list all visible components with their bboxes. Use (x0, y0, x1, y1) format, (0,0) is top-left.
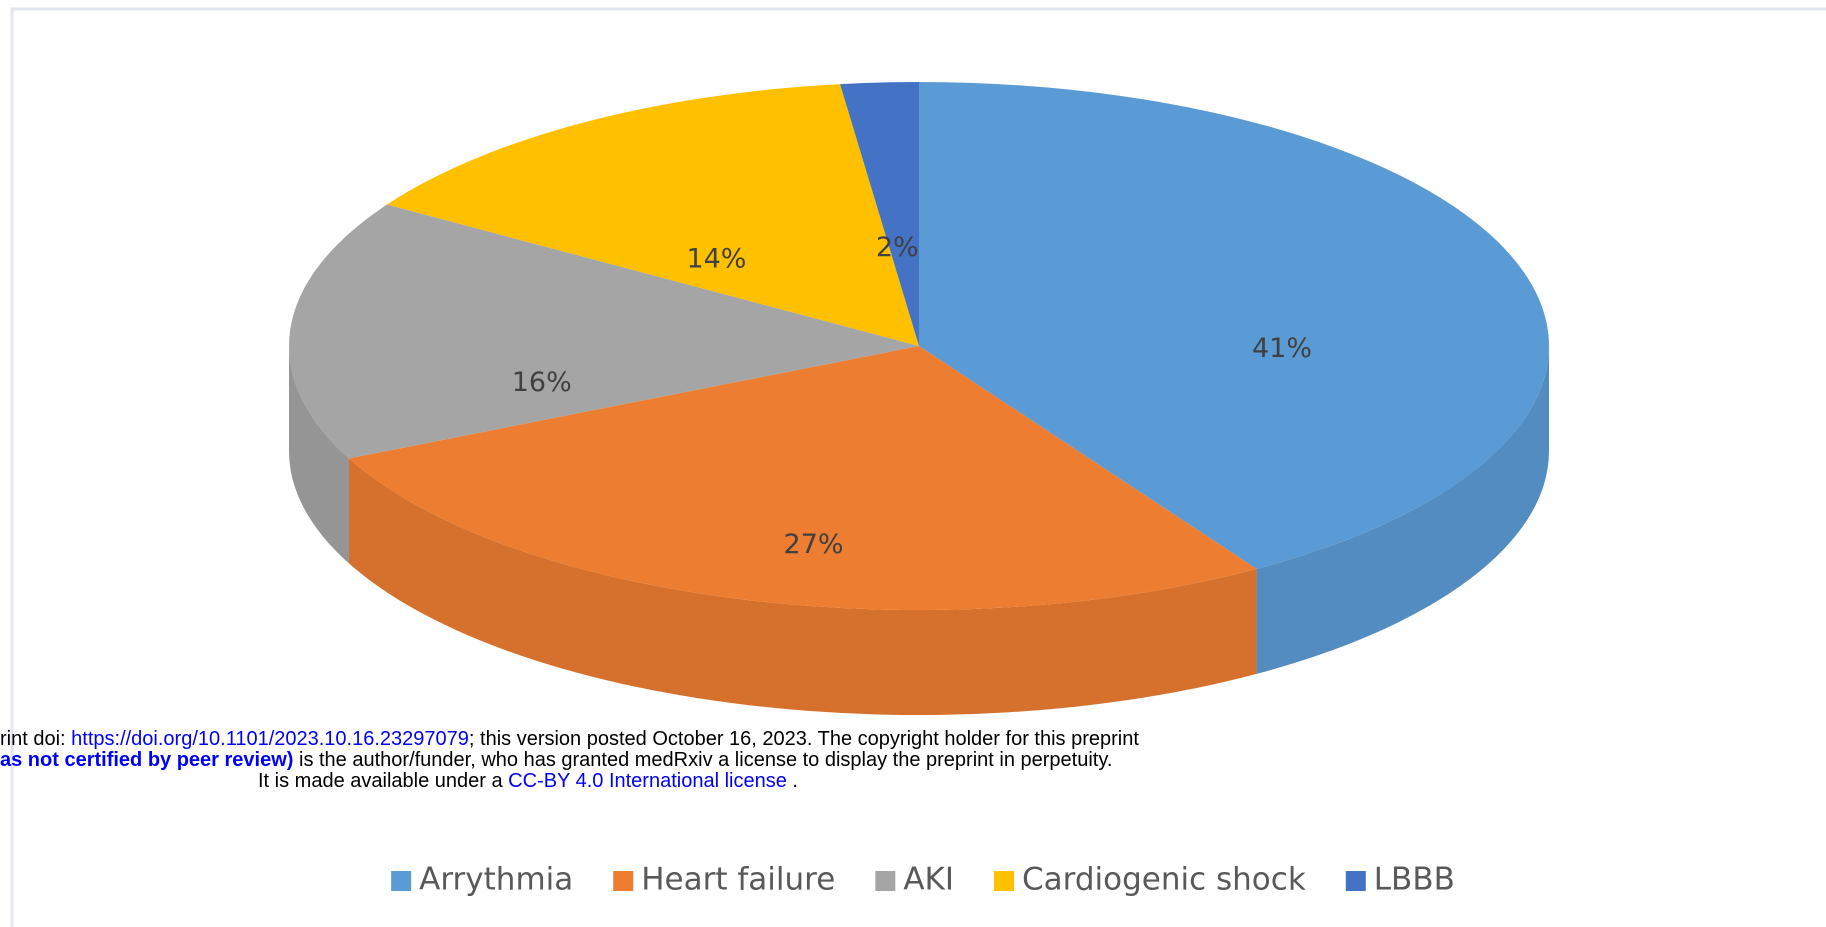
frame (10, 7, 1826, 927)
watermark-text: ; this version posted October 16, 2023. … (469, 728, 1139, 750)
watermark-text: is the author/funder, who has granted me… (293, 749, 1112, 771)
pie-slice (919, 82, 1550, 569)
legend-swatch (1345, 871, 1366, 891)
watermark-text: CC-BY 4.0 International license (508, 770, 787, 792)
data-label: 14% (686, 243, 746, 274)
legend-label: Arrythmia (419, 862, 573, 898)
legend-swatch (613, 871, 634, 891)
watermark-text: https://doi.org/10.1101/2023.10.16.23297… (71, 728, 469, 750)
data-label: 27% (784, 529, 844, 560)
watermark-line: as not certified by peer review) is the … (0, 749, 1112, 771)
pie-slice (289, 204, 920, 459)
watermark-text: as not certified by peer review) (0, 749, 293, 771)
legend-label: AKI (903, 862, 954, 898)
legend: Arrythmia Heart failure AKI Cardiogenic sho… (391, 862, 1455, 898)
legend-swatch (875, 871, 896, 891)
watermark-line: It is made available under a CC-BY 4.0 I… (258, 770, 798, 792)
pie-slice (387, 84, 920, 346)
pie-slice (840, 82, 919, 346)
pie-slice (348, 346, 1257, 610)
data-label: 41% (1252, 333, 1312, 364)
watermark-line: rint doi: https://doi.org/10.1101/2023.1… (0, 728, 1139, 750)
legend-label: LBBB (1374, 862, 1455, 898)
data-label: 16% (512, 367, 572, 398)
pie-side (289, 346, 349, 564)
pie-side (1256, 346, 1549, 674)
pie-side (348, 458, 1257, 716)
legend-swatch (994, 871, 1014, 891)
watermark-text: rint doi: (0, 728, 71, 750)
legend-swatch (391, 871, 412, 891)
legend-label: Cardiogenic shock (1022, 862, 1306, 898)
watermark-text: It is made available under a (258, 770, 508, 792)
legend-label: Heart failure (641, 862, 835, 898)
data-label: 2% (876, 232, 919, 263)
watermark-text: . (787, 770, 798, 792)
